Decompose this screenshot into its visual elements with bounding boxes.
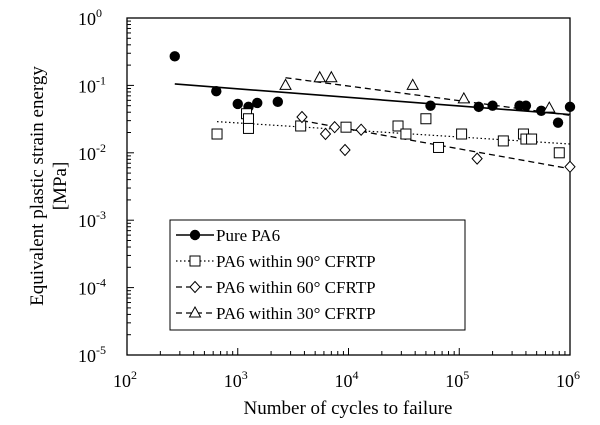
data-point-series-1 [169,51,180,62]
x-tick-label: 106 [556,368,580,391]
data-point-series-1 [232,98,243,110]
data-point-series-3 [328,120,341,134]
data-point-series-2 [392,120,404,132]
data-point-series-1 [552,117,564,128]
legend-label-4: PA6 within 30° CFRTP [216,304,376,323]
x-axis-title: Number of cycles to failure [244,398,453,419]
data-markers [169,51,576,174]
legend-marker-2 [189,255,201,267]
fit-line-series-2 [216,121,571,145]
y-tick-label: 10-1 [78,73,106,96]
data-point-series-4 [457,91,471,104]
y-tick-label: 10-2 [78,141,106,164]
data-point-series-2 [553,147,565,159]
data-point-series-2 [211,128,223,140]
legend-box [169,219,466,331]
data-point-series-2 [295,120,307,132]
data-point-series-2 [400,128,412,140]
data-point-series-1 [564,101,576,113]
legend: Pure PA6 PA6 within 90° CFRTP PA6 within 6… [169,219,466,331]
data-point-series-4 [279,78,292,90]
data-point-series-1 [211,86,222,97]
data-point-series-2 [420,113,432,125]
data-point-series-3 [339,143,351,157]
axis-ticks: 102 103 104 105 106 100 10-1 10-2 10-3 10-4 10-5 [78,6,580,391]
data-point-series-2 [242,122,254,134]
data-point-series-3 [355,123,367,136]
legend-marker-4 [188,305,202,318]
legend-label-2: PA6 within 90° CFRTP [216,252,376,271]
data-point-series-1 [425,100,436,111]
data-point-series-1 [536,105,547,116]
data-point-series-1 [272,96,284,108]
data-point-series-4 [542,101,556,113]
y-tick-label: 100 [78,6,102,29]
fit-lines [174,77,571,170]
y-tick-label: 10-4 [78,276,106,299]
x-tick-label: 102 [113,368,137,391]
data-point-series-2 [526,133,538,145]
y-axis-title-line1: Equivalent plastic strain energy [27,66,48,306]
fit-line-series-4 [285,77,571,116]
x-tick-label: 104 [335,368,359,391]
legend-label-3: PA6 within 60° CFRTP [216,278,376,297]
data-point-series-1 [473,101,484,113]
data-point-series-3 [319,127,332,141]
data-point-series-2 [497,135,509,147]
x-tick-label: 105 [445,368,469,391]
legend-marker-3 [189,280,201,294]
legend-label-1: Pure PA6 [216,226,280,245]
data-point-series-3 [564,160,576,174]
legend-marker-1 [189,229,201,241]
data-point-series-4 [313,70,327,83]
y-tick-label: 10-5 [78,343,106,366]
axis-titles: Number of cycles to failure Equivalent p… [27,66,452,419]
data-point-series-2 [456,128,468,140]
fit-line-series-1 [174,83,571,116]
data-point-series-2 [433,141,445,153]
y-axis-title-line2: [MPa] [50,162,71,211]
data-point-series-2 [242,113,254,125]
data-point-series-1 [252,97,263,109]
data-point-series-4 [406,78,420,90]
data-point-series-3 [296,110,308,124]
data-point-series-4 [324,70,338,83]
data-point-series-3 [471,152,483,165]
data-point-series-1 [487,100,498,111]
data-point-series-2 [340,121,352,133]
data-point-series-1 [520,100,532,111]
x-tick-label: 103 [224,368,248,391]
y-tick-label: 10-3 [78,208,106,231]
